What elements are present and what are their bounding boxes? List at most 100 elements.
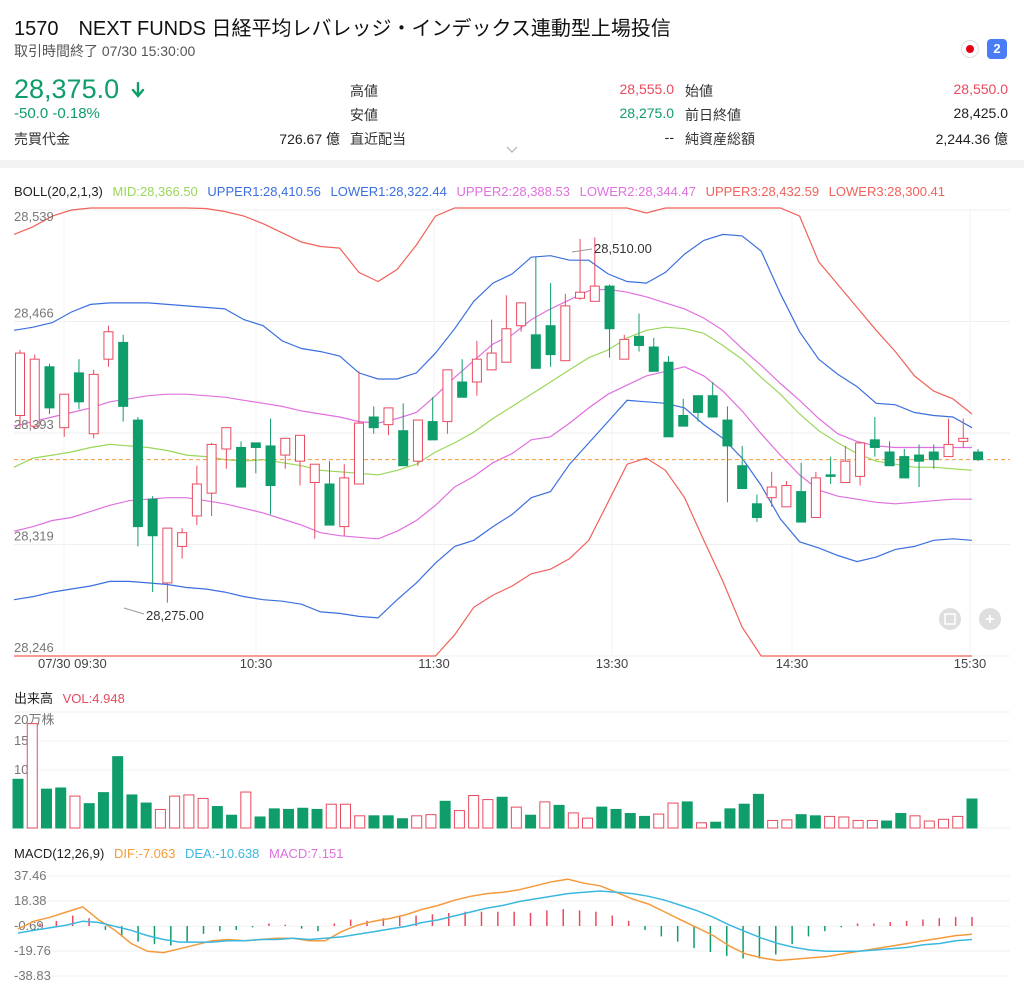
reset-icon[interactable] [978, 607, 1002, 631]
candle [810, 477, 821, 518]
candle [766, 486, 777, 499]
candle [914, 454, 925, 462]
volume-bar [339, 803, 351, 829]
candle [545, 325, 556, 356]
dividend-label: 直近配当 [350, 131, 406, 147]
volume-bar [639, 815, 651, 829]
candle [250, 442, 261, 448]
candle [560, 305, 571, 362]
volume-bar [866, 819, 878, 829]
volume-bar [126, 794, 138, 829]
candle [309, 463, 320, 483]
volume-bar [169, 795, 181, 829]
candle [118, 341, 129, 407]
low-value: 28,275.0 [619, 105, 675, 121]
high-label: 高値 [350, 83, 378, 99]
candle [796, 491, 807, 523]
time-axis-label: 13:30 [596, 656, 629, 671]
open-value: 28,550.0 [953, 81, 1009, 97]
market-status: 取引時間終了 07/30 15:30:00 [14, 43, 196, 59]
volume-bar [809, 815, 821, 829]
nav-value: 2,244.36 億 [935, 131, 1008, 147]
boll-upper2: UPPER2:28,388.53 [456, 184, 570, 199]
volume-legend: 出来高 VOL:4.948 [14, 688, 131, 707]
macd-dif-line [17, 878, 973, 962]
volume-bar [767, 819, 779, 829]
volume-bar [382, 815, 394, 829]
candle [265, 445, 276, 487]
volume-bar [539, 801, 551, 829]
volume-bar [567, 812, 579, 829]
last-price: 28,375.0 [14, 74, 120, 104]
volume-bar [952, 815, 964, 829]
volume-bar [425, 814, 437, 829]
boll-lower3: LOWER3:28,300.41 [828, 184, 946, 199]
candle [840, 460, 851, 483]
volume-bar [226, 814, 238, 829]
boll-upper3-line [13, 207, 973, 415]
high-annotation-leader [571, 248, 593, 253]
candle [457, 381, 468, 398]
time-axis-label: 11:30 [418, 656, 450, 671]
volume-bar [69, 795, 81, 829]
high-value: 28,555.0 [619, 81, 675, 97]
candle [177, 532, 188, 547]
volume-axis-label: 10 [14, 762, 28, 777]
volume-bar [283, 808, 295, 829]
japan-flag-icon [961, 40, 979, 58]
draw-tool-icon[interactable] [938, 607, 962, 631]
candle [958, 437, 969, 442]
volume-bar [781, 819, 793, 829]
candle [663, 361, 674, 438]
low-label: 安値 [350, 107, 378, 123]
volume-bar [710, 821, 722, 829]
volume-bar [12, 778, 24, 829]
macd-axis-label: 37.46 [14, 868, 47, 883]
boll-mid-line [13, 326, 973, 476]
candle [973, 451, 983, 461]
boll-upper1: UPPER1:28,410.56 [207, 184, 321, 199]
volume-bar [824, 815, 836, 829]
volume-bar [695, 822, 707, 829]
volume-bar [26, 723, 38, 829]
candle [722, 419, 733, 447]
candle [44, 366, 55, 409]
volume-bar [439, 800, 451, 829]
candle [442, 369, 453, 423]
dividend-value: -- [664, 129, 674, 145]
volume-bar [923, 820, 935, 829]
low-annotation-leader [123, 607, 145, 615]
candle [73, 372, 84, 403]
candle [412, 419, 423, 462]
candle [88, 373, 99, 435]
nav-label: 純資産総額 [685, 131, 755, 147]
boll-upper1-line [13, 233, 973, 429]
candle [928, 451, 939, 461]
level2-badge-icon[interactable]: 2 [987, 39, 1007, 59]
chevron-down-icon[interactable] [506, 146, 518, 154]
volume-bar [724, 808, 736, 829]
candle [619, 338, 630, 360]
volume-bar [154, 808, 166, 829]
candle [206, 443, 217, 494]
candle [59, 393, 70, 429]
volume-bar [881, 820, 893, 829]
boll-upper3: UPPER3:28,432.59 [705, 184, 820, 199]
volume-bar [852, 819, 864, 829]
volume-bar [268, 808, 280, 829]
candle [737, 465, 748, 490]
volume-bar [667, 802, 679, 829]
candle [781, 485, 792, 508]
volume-bar [752, 793, 764, 829]
boll-lower1: LOWER1:28,322.44 [330, 184, 447, 199]
boll-legend: BOLL(20,2,1,3) MID:28,366.50 UPPER1:28,4… [14, 184, 951, 199]
boll-mid: MID:28,366.50 [112, 184, 198, 199]
volume-bar [254, 816, 266, 829]
boll-lower3-line [14, 457, 972, 657]
candle [634, 335, 645, 346]
section-divider [0, 160, 1024, 168]
candle [295, 434, 306, 462]
boll-lower2-line [13, 366, 972, 540]
macd-dea: DEA:-10.638 [184, 846, 260, 861]
boll-name: BOLL(20,2,1,3) [14, 184, 103, 199]
